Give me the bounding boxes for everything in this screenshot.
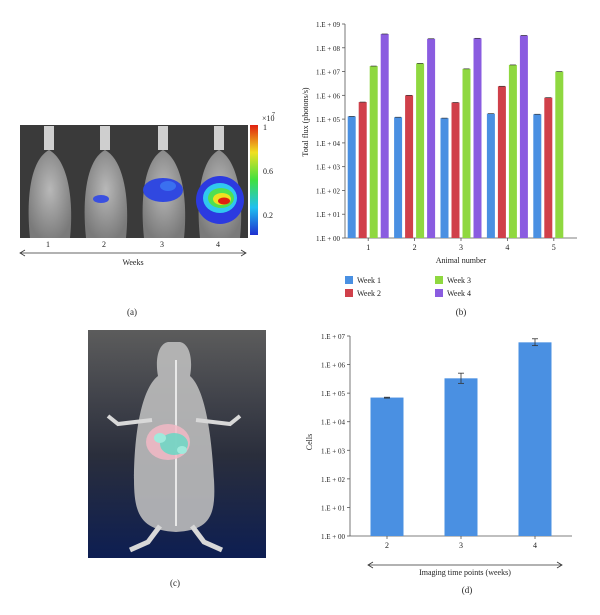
chart-b-ytick-label: 1.E + 01: [316, 211, 340, 219]
legend-label-week-2: Week 2: [357, 289, 381, 298]
chart-b-xlabel: Animal number: [436, 256, 487, 265]
mouse-week-3: [142, 126, 186, 238]
caption-b: (b): [455, 307, 467, 317]
timepoints-arrow-left: [367, 561, 374, 569]
chart-b-ylabel: Total flux (photons/s): [301, 87, 310, 157]
legend-swatch-week-4: [435, 289, 443, 297]
week-label-4: 4: [216, 240, 220, 249]
weeks-arrow: [19, 249, 247, 257]
chart-b-bar: [405, 95, 414, 238]
chart-b-ytick-label: 1.E + 06: [316, 92, 340, 100]
chart-b-bar: [486, 113, 495, 238]
caption-c: (c): [170, 578, 180, 588]
timepoints-arrow-right: [556, 561, 563, 569]
chart-d-ylabel: Cells: [305, 434, 314, 450]
mouse-week-4: [196, 126, 244, 238]
colorbar-exponent: ×10 7: [262, 112, 275, 123]
chart-d-ytick-label: 1.E + 07: [321, 333, 345, 341]
chart-b-bar: [380, 33, 389, 238]
mouse-week-2: [84, 126, 128, 238]
chart-d-ytick-label: 1.E + 05: [321, 390, 345, 398]
panel-c: (c): [0, 320, 300, 610]
legend-label-week-3: Week 3: [447, 276, 471, 285]
colorbar: [250, 125, 258, 235]
colorbar-tick-0.6: 0.6: [263, 167, 273, 176]
panel-a-figure: ×10 7 1 0.6 0.2 1 2 3 4 Weeks: [19, 112, 275, 267]
chart-b-ytick-label: 1.E + 03: [316, 164, 340, 172]
chart-b-xtick-label: 4: [505, 243, 509, 252]
organ-highlight: [146, 424, 190, 460]
chart-d-ytick-label: 1.E + 06: [321, 362, 345, 370]
chart-b-bar: [462, 68, 471, 238]
chart-b-bar: [555, 71, 564, 238]
chart-b-xtick-label: 1: [366, 243, 370, 252]
caption-a: (a): [127, 307, 137, 317]
legend-swatch-week-3: [435, 276, 443, 284]
chart-b-bar: [369, 66, 378, 238]
render-3d: [88, 330, 266, 558]
panel-d: Cells Imaging time points (weeks) 1.E + …: [300, 320, 600, 610]
chart-d-xtick-label: 3: [459, 541, 463, 550]
legend-swatch-week-1: [345, 276, 353, 284]
caption-d: (d): [461, 585, 473, 595]
week-label-1: 1: [46, 240, 50, 249]
legend-label-week-1: Week 1: [357, 276, 381, 285]
chart-b-ytick-label: 1.E + 04: [316, 140, 340, 148]
chart-b-ytick-label: 1.E + 05: [316, 116, 340, 124]
panel-b: Total flux (photons/s) Animal number 1.E…: [300, 0, 600, 320]
chart-d-ytick-label: 1.E + 01: [321, 504, 345, 512]
chart-d-bar: [518, 342, 552, 536]
chart-b-bar: [394, 117, 403, 238]
chart-d: Cells Imaging time points (weeks) 1.E + …: [305, 333, 572, 577]
chart-d-ytick-label: 1.E + 04: [321, 419, 345, 427]
chart-b-xtick-label: 2: [413, 243, 417, 252]
week-label-3: 3: [160, 240, 164, 249]
chart-b-bar: [440, 118, 449, 238]
weeks-label: Weeks: [122, 258, 143, 267]
chart-b-bar: [473, 38, 482, 239]
colorbar-tick-0.2: 0.2: [263, 211, 273, 220]
colorbar-tick-1: 1: [263, 123, 267, 132]
week-label-2: 2: [102, 240, 106, 249]
panel-a: ×10 7 1 0.6 0.2 1 2 3 4 Weeks (a): [0, 0, 300, 320]
chart-b-xtick-label: 5: [552, 243, 556, 252]
svg-text:×10: ×10: [262, 114, 275, 123]
chart-b-ytick-label: 1.E + 07: [316, 69, 340, 77]
chart-b-bar: [533, 114, 542, 238]
legend-label-week-4: Week 4: [447, 289, 471, 298]
chart-d-xtick-label: 2: [385, 541, 389, 550]
chart-b-bar: [416, 63, 425, 238]
chart-b-ytick-label: 1.E + 08: [316, 45, 340, 53]
chart-b-bar: [519, 35, 528, 238]
chart-b-bar: [358, 102, 367, 238]
chart-b-xtick-label: 3: [459, 243, 463, 252]
chart-b-ytick-label: 1.E + 00: [316, 235, 340, 243]
chart-b-bar: [497, 86, 506, 238]
chart-d-bar: [370, 397, 404, 536]
chart-d-xtick-label: 4: [533, 541, 537, 550]
chart-b: Total flux (photons/s) Animal number 1.E…: [301, 21, 577, 298]
chart-d-ytick-label: 1.E + 02: [321, 476, 345, 484]
chart-b-ytick-label: 1.E + 02: [316, 187, 340, 195]
svg-text:7: 7: [272, 112, 275, 118]
legend-swatch-week-2: [345, 289, 353, 297]
chart-d-xlabel: Imaging time points (weeks): [419, 568, 511, 577]
chart-b-ytick-label: 1.E + 09: [316, 21, 340, 29]
chart-d-bar: [444, 378, 478, 536]
chart-b-bar: [544, 97, 553, 238]
chart-d-ytick-label: 1.E + 00: [321, 533, 345, 541]
chart-b-bar: [451, 102, 460, 239]
mouse-week-1: [28, 126, 72, 238]
chart-b-bar: [427, 38, 436, 238]
chart-d-ytick-label: 1.E + 03: [321, 447, 345, 455]
timepoints-arrow: [367, 561, 563, 569]
chart-b-bar: [347, 116, 356, 238]
chart-b-bar: [508, 64, 517, 238]
